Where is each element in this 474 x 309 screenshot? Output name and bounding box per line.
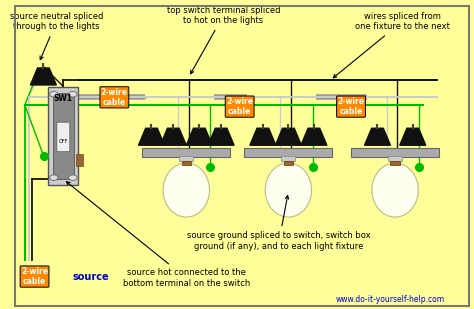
Text: source hot connected to the
bottom terminal on the switch: source hot connected to the bottom termi… [66,182,250,288]
Polygon shape [365,128,391,145]
FancyBboxPatch shape [282,156,295,161]
Text: www.do-it-yourself-help.com: www.do-it-yourself-help.com [336,295,445,304]
FancyBboxPatch shape [76,154,82,166]
Ellipse shape [265,163,311,217]
FancyBboxPatch shape [351,148,439,157]
Circle shape [50,91,58,97]
FancyBboxPatch shape [57,122,70,152]
FancyBboxPatch shape [179,156,193,161]
Text: 2-wire
cable: 2-wire cable [101,88,128,107]
Polygon shape [138,128,164,145]
FancyBboxPatch shape [391,161,400,165]
Text: source ground spliced to switch, switch box
ground (if any), and to each light f: source ground spliced to switch, switch … [187,196,371,251]
FancyBboxPatch shape [53,93,73,179]
Polygon shape [30,68,56,85]
Text: OFF: OFF [59,139,68,144]
FancyBboxPatch shape [182,161,191,165]
Polygon shape [208,128,234,145]
FancyBboxPatch shape [284,161,293,165]
Ellipse shape [372,163,419,217]
Text: top switch terminal spliced
to hot on the lights: top switch terminal spliced to hot on th… [167,6,280,74]
FancyBboxPatch shape [388,156,402,161]
Text: 2-wire
cable: 2-wire cable [21,267,48,286]
Text: SW1: SW1 [54,94,73,104]
Circle shape [69,91,77,97]
Text: source neutral spliced
through to the lights: source neutral spliced through to the li… [9,12,103,60]
Polygon shape [250,128,276,145]
Polygon shape [301,128,327,145]
FancyBboxPatch shape [142,148,230,157]
Text: wires spliced from
one fixture to the next: wires spliced from one fixture to the ne… [333,12,449,78]
Polygon shape [160,128,186,145]
Circle shape [69,175,77,180]
Circle shape [50,175,58,180]
Polygon shape [275,128,301,145]
Text: 2-wire
cable: 2-wire cable [337,97,365,116]
Text: source: source [73,272,109,281]
Text: 2-wire
cable: 2-wire cable [226,97,253,116]
FancyBboxPatch shape [48,87,78,185]
Polygon shape [400,128,426,145]
Polygon shape [186,128,212,145]
FancyBboxPatch shape [244,148,332,157]
Ellipse shape [163,163,210,217]
